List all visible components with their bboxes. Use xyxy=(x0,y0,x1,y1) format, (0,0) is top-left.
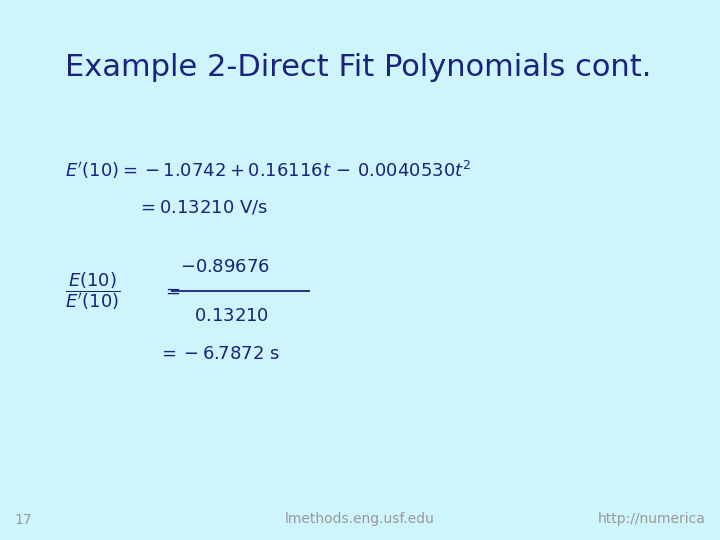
Text: Example 2-Direct Fit Polynomials cont.: Example 2-Direct Fit Polynomials cont. xyxy=(65,53,651,82)
Text: $0.13210$: $0.13210$ xyxy=(194,307,269,325)
Text: $= 0.13210\ \mathrm{V/s}$: $= 0.13210\ \mathrm{V/s}$ xyxy=(137,199,268,217)
Text: $=$: $=$ xyxy=(162,281,181,300)
Text: $-0.89676$: $-0.89676$ xyxy=(180,258,270,276)
Text: http://numerica: http://numerica xyxy=(598,512,706,526)
Text: $E^{\prime}(10) = -1.0742 + 0.16116t\, -\, 0.0040530t^2$: $E^{\prime}(10) = -1.0742 + 0.16116t\, -… xyxy=(65,159,472,181)
Text: lmethods.eng.usf.edu: lmethods.eng.usf.edu xyxy=(285,512,435,526)
Text: $\dfrac{E(10)}{E^{\prime}(10)}$: $\dfrac{E(10)}{E^{\prime}(10)}$ xyxy=(65,271,120,313)
Text: $= -6.7872\ \mathrm{s}$: $= -6.7872\ \mathrm{s}$ xyxy=(158,345,281,363)
Text: 17: 17 xyxy=(14,512,32,526)
